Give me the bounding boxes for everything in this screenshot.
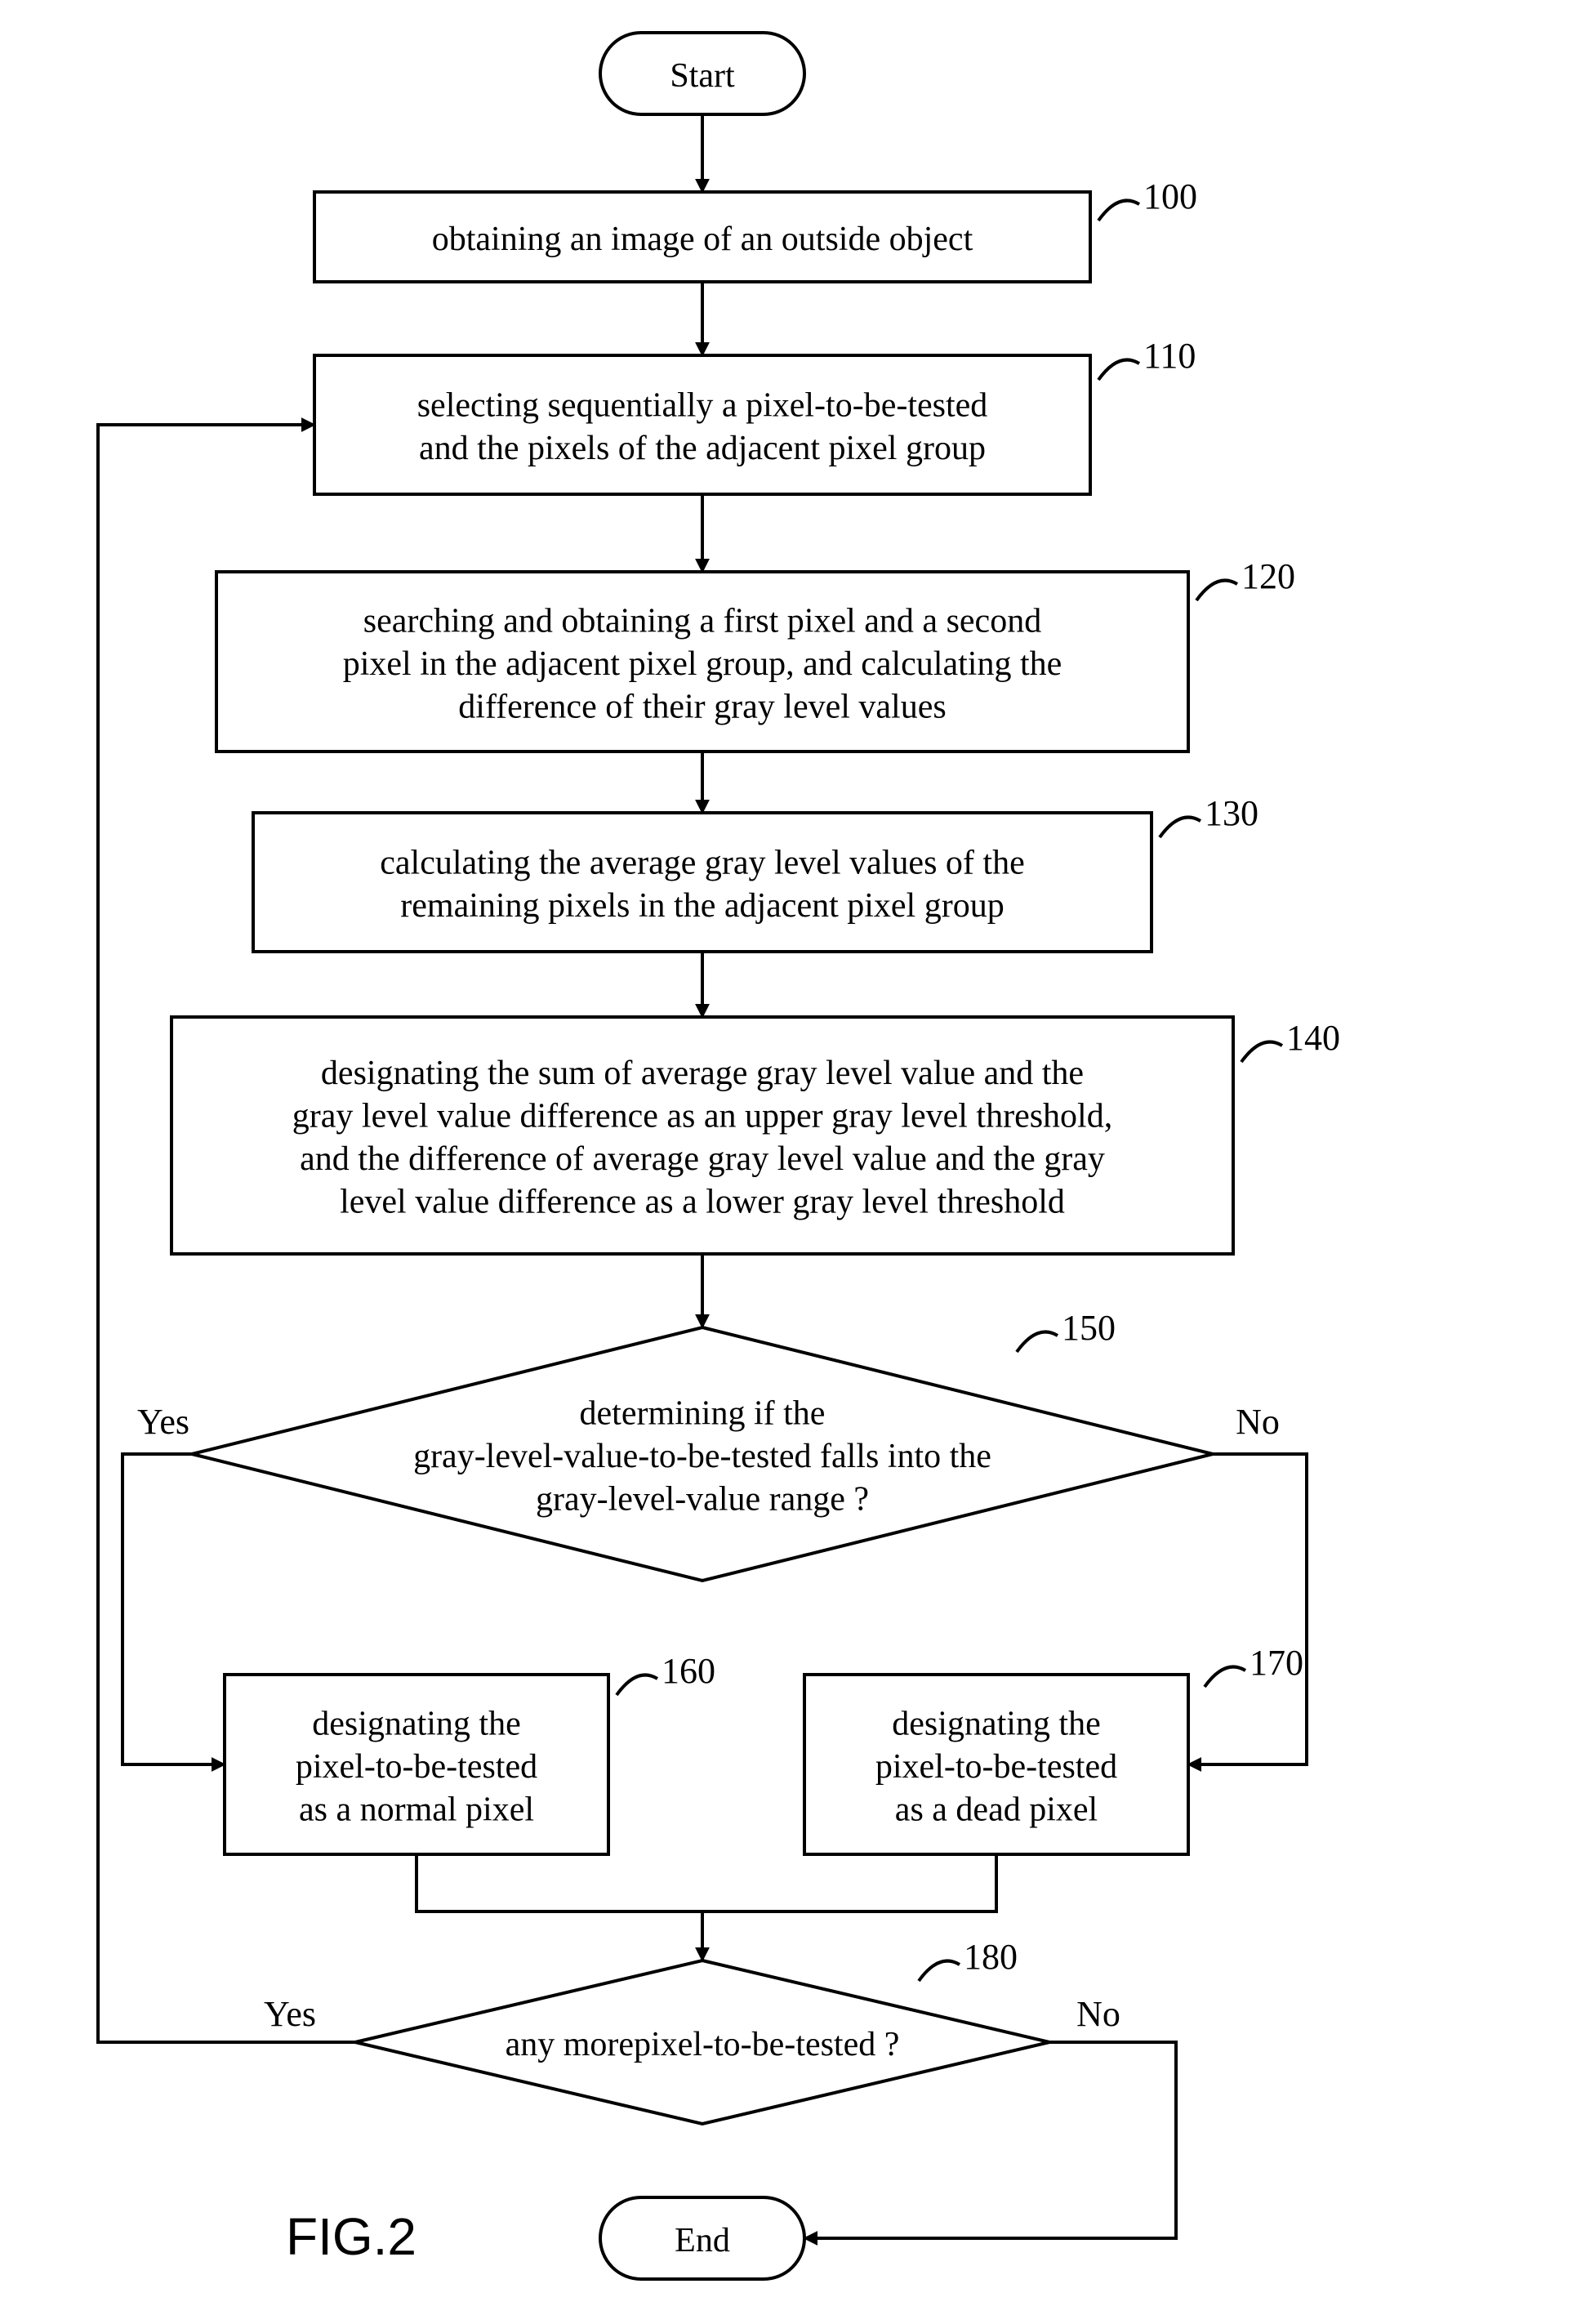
svg-text:difference of their gray level: difference of their gray level values (458, 688, 946, 725)
svg-text:designating the: designating the (892, 1705, 1100, 1742)
edge-label: Yes (264, 1994, 316, 2034)
ref-label: 120 (1241, 556, 1295, 596)
svg-text:remaining pixels in the adjace: remaining pixels in the adjacent pixel g… (400, 887, 1004, 925)
svg-text:searching and obtaining a firs: searching and obtaining a first pixel an… (363, 602, 1041, 640)
ref-label: 110 (1143, 336, 1196, 376)
edge-label: Yes (137, 1402, 189, 1442)
flowchart-svg: Yes No Yes No Start obtaining an image of an … (0, 0, 1577, 2324)
svg-text:and the difference of average: and the difference of average gray level… (300, 1140, 1105, 1178)
svg-text:pixel in the adjacent pixel gr: pixel in the adjacent pixel group, and c… (343, 645, 1062, 683)
n110 (314, 355, 1090, 494)
ref-leader (1098, 201, 1139, 221)
figure-label: FIG.2 (286, 2207, 417, 2266)
ref-label: 100 (1143, 176, 1197, 216)
svg-text:End: End (675, 2222, 730, 2259)
ref-leader (1098, 360, 1139, 381)
ref-label: 150 (1062, 1308, 1116, 1348)
svg-text:calculating the average gray l: calculating the average gray level value… (380, 845, 1024, 882)
svg-text:designating the: designating the (312, 1705, 520, 1742)
ref-leader (919, 1961, 960, 1982)
svg-text:designating the sum of average: designating the sum of average gray leve… (321, 1055, 1084, 1092)
svg-text:obtaining an image of an outsi: obtaining an image of an outside object (432, 221, 973, 258)
svg-text:level value difference as a lo: level value difference as a lower gray l… (340, 1184, 1065, 1221)
svg-text:gray-level-value-to-be-tested: gray-level-value-to-be-tested falls into… (413, 1438, 991, 1475)
ref-leader (1205, 1667, 1245, 1688)
svg-text:gray-level-value range ?: gray-level-value range ? (536, 1480, 869, 1518)
edge-label: No (1236, 1402, 1280, 1442)
ref-leader (1241, 1042, 1282, 1063)
edge-label: No (1076, 1994, 1120, 2034)
ref-label: 160 (662, 1651, 715, 1691)
ref-leader (1160, 818, 1201, 838)
ref-label: 170 (1250, 1643, 1303, 1683)
ref-leader (1017, 1332, 1058, 1353)
svg-text:Start: Start (670, 57, 735, 95)
svg-text:determining if the: determining if the (580, 1394, 826, 1432)
svg-text:any morepixel-to-be-tested ?: any morepixel-to-be-tested ? (506, 2026, 900, 2063)
ref-label: 140 (1286, 1018, 1340, 1058)
svg-text:pixel-to-be-tested: pixel-to-be-tested (296, 1748, 537, 1786)
svg-text:as a normal pixel: as a normal pixel (299, 1791, 534, 1828)
svg-text:gray level value difference as: gray level value difference as an upper … (292, 1098, 1112, 1135)
svg-text:selecting sequentially a pixel: selecting sequentially a pixel-to-be-tes… (417, 387, 988, 425)
svg-text:pixel-to-be-tested: pixel-to-be-tested (875, 1748, 1117, 1786)
svg-text:as a dead pixel: as a dead pixel (895, 1791, 1098, 1828)
ref-label: 180 (964, 1937, 1018, 1977)
n130 (253, 813, 1152, 952)
svg-text:and the pixels of the adjacent: and the pixels of the adjacent pixel gro… (419, 430, 986, 467)
ref-leader (617, 1675, 657, 1696)
ref-label: 130 (1205, 793, 1258, 833)
ref-leader (1196, 581, 1237, 601)
